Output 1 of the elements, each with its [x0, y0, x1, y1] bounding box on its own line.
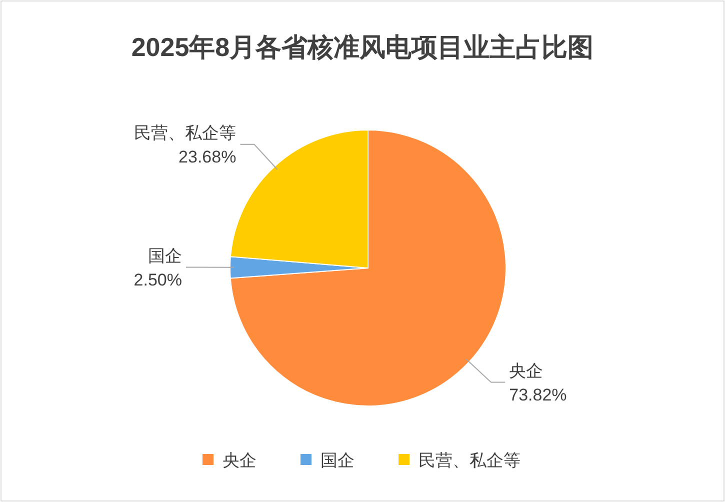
- title: 2025年8月各省核准风电项目业主占比图: [131, 32, 594, 62]
